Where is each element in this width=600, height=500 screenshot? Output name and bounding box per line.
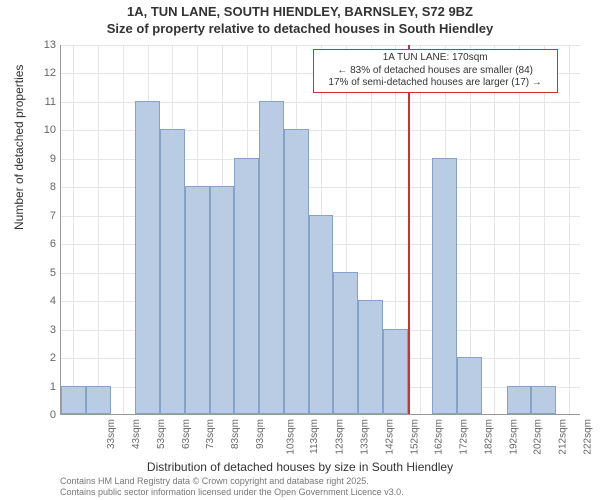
- x-tick-label: 83sqm: [230, 419, 241, 449]
- x-tick-label: 73sqm: [205, 419, 216, 449]
- x-tick-label: 123sqm: [335, 419, 346, 455]
- y-tick-label: 0: [26, 409, 56, 421]
- y-tick-label: 9: [26, 153, 56, 165]
- gridline-v: [519, 45, 520, 414]
- x-tick-label: 133sqm: [360, 419, 371, 455]
- x-tick-label: 63sqm: [181, 419, 192, 449]
- x-tick-label: 53sqm: [156, 419, 167, 449]
- y-tick-label: 6: [26, 238, 56, 250]
- bar: [507, 386, 532, 414]
- y-tick-label: 5: [26, 267, 56, 279]
- gridline-v: [569, 45, 570, 414]
- annotation-box: 1A TUN LANE: 170sqm← 83% of detached hou…: [313, 49, 558, 93]
- x-tick-label: 172sqm: [459, 419, 470, 455]
- bar: [284, 129, 309, 414]
- x-tick-label: 113sqm: [309, 419, 320, 454]
- bar: [358, 300, 383, 414]
- footer-block: Contains HM Land Registry data © Crown c…: [60, 476, 404, 498]
- reference-vline: [408, 45, 410, 414]
- x-tick-label: 93sqm: [255, 419, 266, 449]
- annotation-line-1: 1A TUN LANE: 170sqm: [318, 52, 553, 65]
- x-tick-label: 212sqm: [558, 419, 569, 455]
- chart-container: 1A, TUN LANE, SOUTH HIENDLEY, BARNSLEY, …: [0, 0, 600, 500]
- x-tick-label: 152sqm: [409, 419, 420, 455]
- footer-line-1: Contains HM Land Registry data © Crown c…: [60, 476, 404, 487]
- plot-area: 1A TUN LANE: 170sqm← 83% of detached hou…: [60, 45, 580, 415]
- x-tick-label: 162sqm: [434, 419, 445, 455]
- bar: [309, 215, 334, 414]
- x-tick-label: 43sqm: [131, 419, 142, 449]
- y-tick-label: 7: [26, 210, 56, 222]
- x-tick-label: 33sqm: [106, 419, 117, 449]
- annotation-line-2: ← 83% of detached houses are smaller (84…: [318, 65, 553, 78]
- y-tick-label: 3: [26, 324, 56, 336]
- gridline-v: [73, 45, 74, 414]
- title-line-1: 1A, TUN LANE, SOUTH HIENDLEY, BARNSLEY, …: [0, 4, 600, 21]
- bar: [531, 386, 556, 414]
- y-tick-label: 1: [26, 381, 56, 393]
- y-tick-label: 12: [26, 67, 56, 79]
- footer-line-2: Contains public sector information licen…: [60, 487, 404, 498]
- bar: [210, 186, 235, 414]
- x-axis-label: Distribution of detached houses by size …: [0, 460, 600, 474]
- bar: [234, 158, 259, 414]
- title-block: 1A, TUN LANE, SOUTH HIENDLEY, BARNSLEY, …: [0, 4, 600, 38]
- bar: [185, 186, 210, 414]
- bar: [86, 386, 111, 414]
- y-axis-label: Number of detached properties: [12, 65, 26, 230]
- bar: [160, 129, 185, 414]
- bar: [457, 357, 482, 414]
- y-tick-label: 13: [26, 39, 56, 51]
- x-tick-label: 192sqm: [508, 419, 519, 455]
- bar: [383, 329, 408, 414]
- bar: [333, 272, 358, 414]
- y-tick-label: 2: [26, 352, 56, 364]
- x-tick-label: 142sqm: [384, 419, 395, 455]
- gridline-v: [123, 45, 124, 414]
- x-tick-label: 103sqm: [285, 419, 296, 455]
- gridline-v: [98, 45, 99, 414]
- bar: [432, 158, 457, 414]
- x-tick-label: 222sqm: [582, 419, 593, 455]
- y-tick-label: 11: [26, 96, 56, 108]
- y-tick-label: 8: [26, 181, 56, 193]
- gridline-v: [494, 45, 495, 414]
- gridline-v: [420, 45, 421, 414]
- annotation-line-3: 17% of semi-detached houses are larger (…: [318, 77, 553, 90]
- x-tick-label: 182sqm: [483, 419, 494, 455]
- bar: [61, 386, 86, 414]
- y-tick-label: 4: [26, 295, 56, 307]
- title-line-2: Size of property relative to detached ho…: [0, 21, 600, 38]
- bar: [259, 101, 284, 414]
- gridline-v: [544, 45, 545, 414]
- y-tick-label: 10: [26, 124, 56, 136]
- x-tick-label: 202sqm: [533, 419, 544, 455]
- bar: [135, 101, 160, 414]
